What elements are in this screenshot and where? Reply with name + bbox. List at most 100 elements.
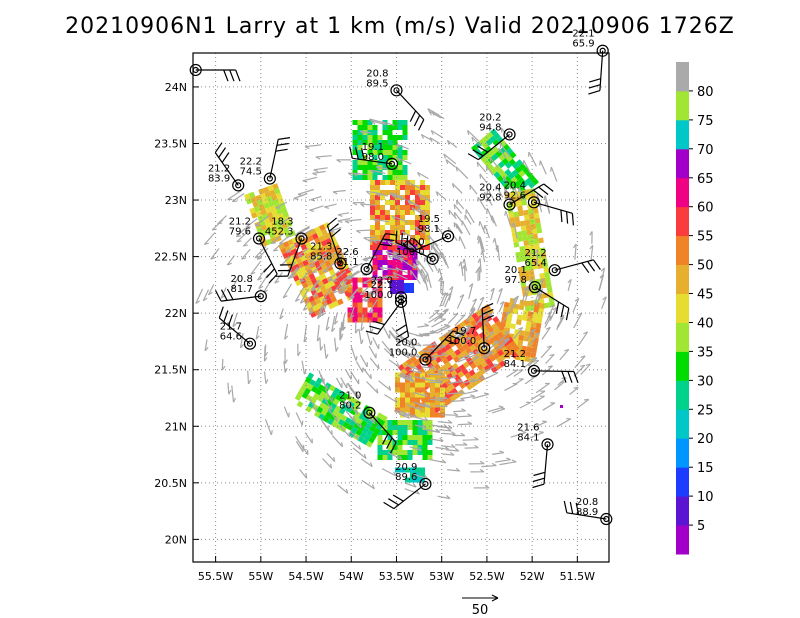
wind-vector-head xyxy=(409,376,414,381)
radar-pixel xyxy=(400,225,405,230)
wind-vector xyxy=(366,381,379,394)
radar-pixel xyxy=(387,165,393,170)
wind-vector xyxy=(241,249,251,260)
wind-vector-head xyxy=(437,378,442,382)
radar-pixel xyxy=(275,192,283,199)
radar-pixel xyxy=(308,273,316,280)
radar-pixel xyxy=(532,342,538,349)
wind-vector xyxy=(404,482,417,488)
dropsonde-top-label: 21.3 xyxy=(310,241,332,252)
radar-pixel xyxy=(481,142,489,150)
wind-vector-head xyxy=(331,327,336,333)
radar-pixel xyxy=(544,272,550,278)
radar-pixel xyxy=(380,210,385,215)
radar-pixel xyxy=(529,244,535,250)
wind-vector xyxy=(445,159,456,168)
dropsonde-marker: 20.881.7 xyxy=(214,274,267,303)
radar-pixel xyxy=(332,300,340,308)
radar-pixel xyxy=(392,175,398,180)
radar-pixel xyxy=(425,235,430,240)
wind-vector xyxy=(441,280,445,296)
radar-pixel xyxy=(314,226,322,233)
radar-pixel xyxy=(412,445,418,450)
wind-vector-head xyxy=(243,244,248,247)
wind-vector xyxy=(278,217,291,225)
wind-vector-head xyxy=(303,337,308,343)
radar-pixel xyxy=(397,364,405,372)
wind-vector-head xyxy=(356,409,359,415)
radar-pixel xyxy=(382,130,388,135)
radar-pixel xyxy=(271,225,279,233)
wind-vector-head xyxy=(247,379,252,385)
radar-pixel xyxy=(274,187,281,195)
wind-vector xyxy=(415,226,427,235)
radar-pixel xyxy=(425,245,430,250)
colorbar-segment xyxy=(676,62,689,92)
wind-barb-feather xyxy=(372,320,385,326)
dropsonde-ring xyxy=(254,290,267,303)
dropsonde-top-label: 21.2 xyxy=(524,248,546,259)
wind-vector xyxy=(369,357,380,370)
radar-pixel xyxy=(448,340,456,348)
radar-pixel xyxy=(407,260,413,265)
wind-vector xyxy=(443,153,457,165)
radar-pixel xyxy=(433,363,441,371)
wind-vector-head xyxy=(364,300,370,303)
wind-vector xyxy=(505,210,512,227)
wind-vector-head xyxy=(544,200,547,206)
wind-vector xyxy=(327,270,340,281)
dropsonde-bottom-label: 100.0 xyxy=(389,348,418,359)
wind-vector xyxy=(524,287,531,301)
wind-barb-feather xyxy=(477,145,489,153)
radar-pixel xyxy=(412,435,418,440)
wind-vector-head xyxy=(312,271,318,274)
wind-vector-head xyxy=(410,339,414,344)
radar-pixel xyxy=(255,194,262,202)
wind-vector xyxy=(316,305,323,319)
dropsonde-marker xyxy=(189,63,241,82)
wind-vector xyxy=(279,308,284,320)
radar-pixel xyxy=(444,386,451,394)
wind-vector-head xyxy=(315,156,321,160)
radar-pixel xyxy=(268,232,276,239)
wind-barb xyxy=(410,235,449,253)
wind-vector-head xyxy=(492,237,496,243)
wind-vector-head xyxy=(385,251,390,256)
wind-vector xyxy=(452,182,463,194)
wind-barb xyxy=(352,157,393,165)
wind-vector xyxy=(590,245,594,262)
radar-pixel xyxy=(352,140,358,145)
radar-pixel xyxy=(262,186,270,194)
radar-pixel xyxy=(316,406,324,414)
wind-vector xyxy=(331,435,343,448)
wind-vector xyxy=(312,285,322,298)
wind-vector xyxy=(349,430,360,440)
radar-pixel xyxy=(400,387,405,393)
radar-pixel xyxy=(425,195,430,200)
radar-pixel xyxy=(483,159,491,167)
wind-vector-head xyxy=(330,463,333,469)
wind-vector-head xyxy=(279,315,284,320)
wind-vector-head xyxy=(408,412,412,417)
wind-vector xyxy=(204,339,208,351)
wind-vector xyxy=(556,316,565,331)
radar-pixel xyxy=(404,283,414,293)
wind-vector xyxy=(513,327,524,340)
radar-pixel xyxy=(521,230,528,237)
dropsonde-ring xyxy=(541,438,554,451)
radar-pixel xyxy=(307,372,315,380)
radar-pixel xyxy=(362,140,368,145)
radar-pixel xyxy=(295,257,303,264)
dropsonde-ring-inner xyxy=(337,260,344,267)
radar-pixel xyxy=(400,220,405,225)
wind-vector xyxy=(290,265,302,278)
radar-pixel xyxy=(417,425,423,430)
wind-vector-head xyxy=(412,483,417,488)
radar-pixel xyxy=(524,219,531,226)
wind-vector xyxy=(434,405,448,408)
wind-vector-head xyxy=(375,193,381,198)
radar-pixel xyxy=(397,450,403,455)
radar-pixel xyxy=(337,389,345,397)
wind-vector-head xyxy=(564,348,569,352)
